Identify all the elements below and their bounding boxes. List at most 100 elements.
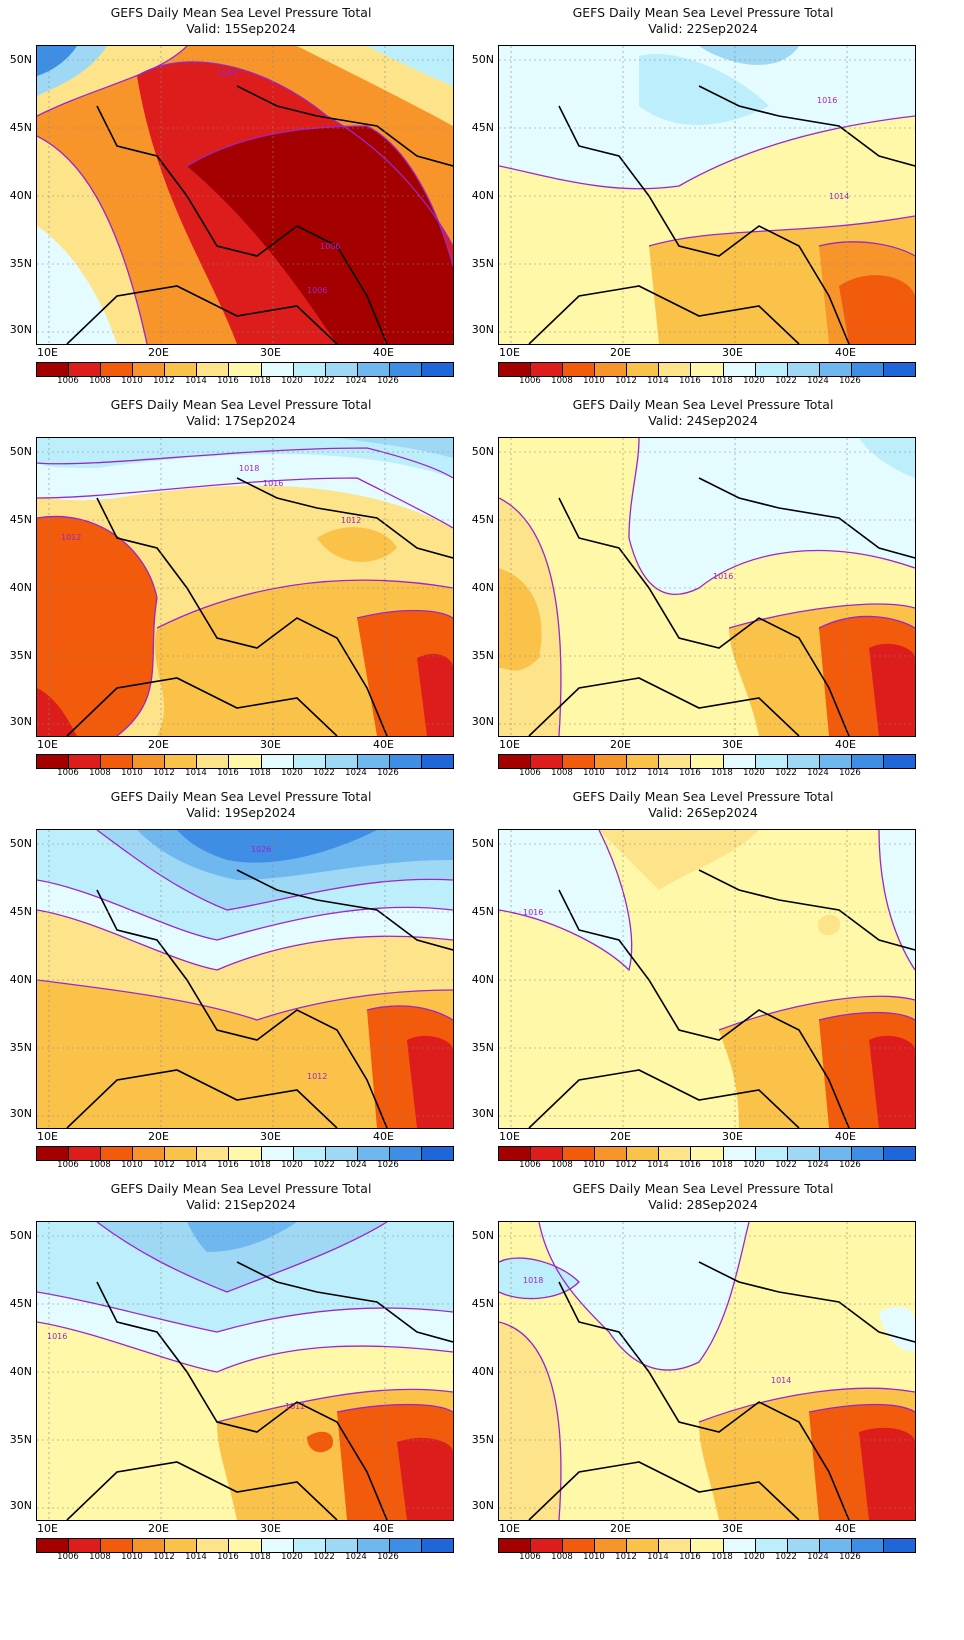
lon-label: 10E: [37, 1522, 58, 1535]
lon-label: 30E: [722, 1522, 743, 1535]
colorbar-swatch: [197, 1539, 230, 1552]
colorbar-swatch: [787, 755, 820, 768]
colorbar-label: 1014: [647, 1160, 669, 1170]
colorbar-swatch: [69, 1147, 102, 1160]
lon-label: 30E: [260, 1522, 281, 1535]
colorbar-swatch: [531, 1147, 564, 1160]
colorbar-swatch: [627, 363, 660, 376]
lon-label: 10E: [499, 346, 520, 359]
contour-label: 1014: [829, 192, 849, 201]
lat-label: 35N: [471, 257, 494, 270]
lat-label: 50N: [9, 445, 32, 458]
contour-label: 1016: [47, 1332, 67, 1341]
lat-label: 40N: [471, 189, 494, 202]
panel-title: GEFS Daily Mean Sea Level Pressure Total: [572, 397, 834, 412]
colorbar-label: 1008: [551, 1160, 573, 1170]
colorbar-swatch: [819, 755, 852, 768]
colorbar-swatch: [563, 755, 596, 768]
lat-label: 40N: [471, 973, 494, 986]
colorbar-swatch: [755, 363, 788, 376]
colorbar-label: 1018: [711, 1552, 733, 1562]
colorbar-swatch: [755, 1539, 788, 1552]
map-panel-26sep: GEFS Daily Mean Sea Level Pressure Total…: [462, 784, 944, 1194]
colorbar-swatch: [563, 1539, 596, 1552]
colorbar-label: 1018: [249, 1160, 271, 1170]
colorbar-label: 1010: [583, 768, 605, 778]
colorbar-label: 1026: [839, 768, 861, 778]
colorbar-label: 1020: [743, 376, 765, 386]
colorbar-label: 1014: [647, 768, 669, 778]
lat-label: 50N: [471, 53, 494, 66]
colorbar-label: 1010: [583, 1552, 605, 1562]
contour-label: 1016: [713, 572, 733, 581]
contour-label: 1006: [307, 286, 327, 295]
colorbar-swatch: [691, 1539, 724, 1552]
colorbar-swatch: [421, 755, 454, 768]
lon-label: 40E: [373, 346, 394, 359]
pressure-map: 1008 1006 1006: [36, 45, 454, 345]
lon-label: 20E: [610, 346, 631, 359]
colorbar-label: 1020: [281, 376, 303, 386]
lon-label: 20E: [148, 1522, 169, 1535]
colorbar-labels: 1006 1008 1010 1012 1014 1016 1018 1020 1022 1024…: [36, 1552, 452, 1564]
colorbar-swatch: [37, 1539, 70, 1552]
lat-label: 30N: [9, 1499, 32, 1512]
lat-label: 45N: [471, 513, 494, 526]
lat-label: 35N: [9, 649, 32, 662]
colorbar-label: 1014: [185, 1160, 207, 1170]
colorbar-label: 1020: [281, 768, 303, 778]
lon-label: 40E: [373, 1130, 394, 1143]
panel-title: GEFS Daily Mean Sea Level Pressure Total: [572, 5, 834, 20]
colorbar-label: 1026: [377, 1552, 399, 1562]
lon-label: 30E: [260, 738, 281, 751]
colorbar-labels: 1006 1008 1010 1012 1014 1016 1018 1020 1022 1024…: [498, 768, 914, 780]
colorbar-swatch: [499, 1147, 532, 1160]
colorbar-label: 1012: [615, 376, 637, 386]
map-panel-22sep: GEFS Daily Mean Sea Level Pressure Total…: [462, 0, 944, 410]
colorbar-label: 1008: [89, 1160, 111, 1170]
colorbar-swatch: [659, 1147, 692, 1160]
colorbar-swatch: [659, 755, 692, 768]
colorbar-swatch: [133, 363, 166, 376]
colorbar-swatch: [101, 755, 134, 768]
colorbar-label: 1016: [217, 1552, 239, 1562]
lat-label: 35N: [471, 1041, 494, 1054]
colorbar-label: 1010: [121, 1552, 143, 1562]
colorbar-swatch: [787, 1539, 820, 1552]
colorbar: [36, 362, 454, 377]
colorbar-swatch: [723, 1147, 756, 1160]
panel-title: GEFS Daily Mean Sea Level Pressure Total: [572, 1181, 834, 1196]
lat-label: 45N: [471, 1297, 494, 1310]
colorbar-label: 1008: [89, 1552, 111, 1562]
contour-label: 1012: [307, 1072, 327, 1081]
colorbar-label: 1024: [807, 768, 829, 778]
lon-label: 10E: [37, 346, 58, 359]
colorbar-swatch: [883, 1147, 916, 1160]
contour-label: 1012: [61, 533, 81, 542]
lat-label: 30N: [9, 323, 32, 336]
colorbar-label: 1022: [775, 376, 797, 386]
lon-label: 10E: [499, 1130, 520, 1143]
colorbar-label: 1016: [217, 1160, 239, 1170]
panel-title: GEFS Daily Mean Sea Level Pressure Total: [110, 397, 372, 412]
colorbar-label: 1012: [153, 376, 175, 386]
colorbar-label: 1022: [775, 1552, 797, 1562]
colorbar-swatch: [101, 1539, 134, 1552]
colorbar-swatch: [659, 1539, 692, 1552]
lon-label: 30E: [260, 1130, 281, 1143]
colorbar-label: 1020: [743, 768, 765, 778]
colorbar-label: 1026: [377, 376, 399, 386]
colorbar-swatch: [101, 1147, 134, 1160]
colorbar-swatch: [133, 755, 166, 768]
colorbar-label: 1016: [217, 376, 239, 386]
colorbar-label: 1010: [121, 1160, 143, 1170]
colorbar-swatch: [499, 363, 532, 376]
lon-label: 40E: [373, 738, 394, 751]
panel-valid-date: Valid: 28Sep2024: [648, 1197, 758, 1212]
colorbar-swatch: [261, 1147, 294, 1160]
colorbar-swatch: [389, 755, 422, 768]
colorbar-swatch: [261, 1539, 294, 1552]
lat-label: 50N: [471, 837, 494, 850]
colorbar-label: 1024: [345, 768, 367, 778]
lat-label: 35N: [9, 1433, 32, 1446]
